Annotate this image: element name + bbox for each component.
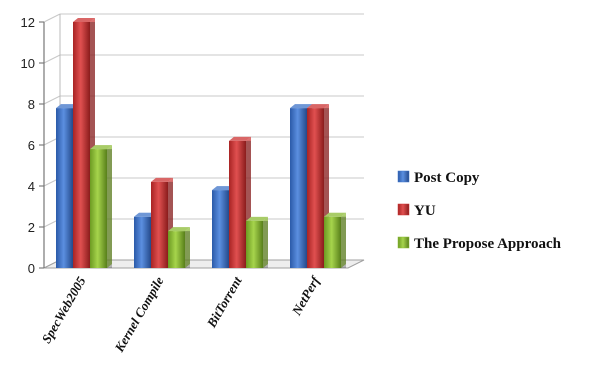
legend-label: Post Copy	[414, 170, 480, 186]
bar-front	[151, 181, 168, 268]
bar-front	[246, 220, 263, 268]
bar-top	[290, 104, 312, 109]
bar-front	[290, 108, 307, 268]
legend-label: YU	[414, 203, 436, 219]
bar-top	[90, 145, 112, 150]
bar-top	[151, 177, 173, 182]
bar-side-shade	[246, 140, 251, 268]
bar-top	[212, 186, 234, 191]
grid-diagonal	[43, 54, 61, 64]
bar	[229, 136, 251, 268]
y-tick-label: 2	[28, 220, 35, 235]
y-tick-label: 4	[28, 179, 35, 194]
bar-front	[324, 216, 341, 268]
grid-diagonal	[43, 95, 61, 105]
bar-front	[90, 149, 107, 268]
bar-side-shade	[168, 181, 173, 268]
bar-front	[134, 216, 151, 268]
x-tick-label: BitTorrent	[203, 274, 245, 331]
legend: Post Copy YU The Propose Approach	[397, 170, 562, 252]
bar-top	[134, 212, 156, 217]
legend-swatch	[397, 170, 410, 183]
grid-diagonal	[43, 13, 61, 23]
y-tick-label: 12	[21, 15, 35, 30]
x-tick-label: NetPerf	[288, 273, 323, 319]
bar-side-shade	[185, 231, 190, 268]
bar-top	[229, 136, 251, 141]
bar	[246, 216, 268, 268]
bar	[151, 177, 173, 268]
y-tick-label: 8	[28, 97, 35, 112]
bar-top	[246, 216, 268, 221]
bar-top-highlight	[151, 177, 173, 182]
y-tick-label: 0	[28, 261, 35, 276]
bar-top	[324, 212, 346, 217]
bar	[168, 227, 190, 268]
bar-side	[107, 145, 112, 268]
bar-top-highlight	[56, 104, 78, 109]
bar-side-shade	[107, 149, 112, 268]
y-tick-label: 6	[28, 138, 35, 153]
bar-side-shade	[324, 108, 329, 268]
legend-item: The Propose Approach	[397, 236, 562, 252]
bar-front	[168, 231, 185, 268]
bar	[90, 145, 112, 268]
bar-top-highlight	[73, 18, 95, 22]
bar-side	[185, 227, 190, 268]
bar-top-highlight	[168, 227, 190, 232]
bar-front	[56, 108, 73, 268]
legend-item: YU	[397, 203, 436, 219]
bar-front	[73, 22, 90, 268]
bar-side-shade	[341, 216, 346, 268]
bar-top-highlight	[229, 136, 251, 141]
bar-top	[307, 104, 329, 109]
bar-front	[307, 108, 324, 268]
legend-swatch	[397, 203, 410, 216]
bar	[73, 18, 95, 268]
bar-top-highlight	[246, 216, 268, 221]
bar-top	[73, 18, 95, 22]
x-tick-label: SpecWeb2005	[39, 274, 89, 346]
bar-top	[168, 227, 190, 232]
bar-top-highlight	[134, 212, 156, 217]
bar-top-highlight	[212, 186, 234, 191]
bar-top-highlight	[324, 212, 346, 217]
legend-swatch	[397, 236, 410, 249]
legend-label: The Propose Approach	[414, 236, 562, 252]
bar-top-highlight	[307, 104, 329, 109]
x-tick-label: Kernel Compile	[111, 274, 167, 355]
bar-front	[229, 140, 246, 268]
bar-front	[212, 190, 229, 268]
bar-top-highlight	[90, 145, 112, 150]
bar-side-shade	[90, 22, 95, 268]
bar-top	[56, 104, 78, 109]
legend-item: Post Copy	[397, 170, 480, 186]
y-tick-label: 10	[21, 56, 35, 71]
bar-side	[341, 212, 346, 268]
bar	[324, 212, 346, 268]
bars	[56, 18, 346, 268]
bar-side-shade	[263, 220, 268, 268]
bar-top-highlight	[290, 104, 312, 109]
bar-side	[263, 216, 268, 268]
